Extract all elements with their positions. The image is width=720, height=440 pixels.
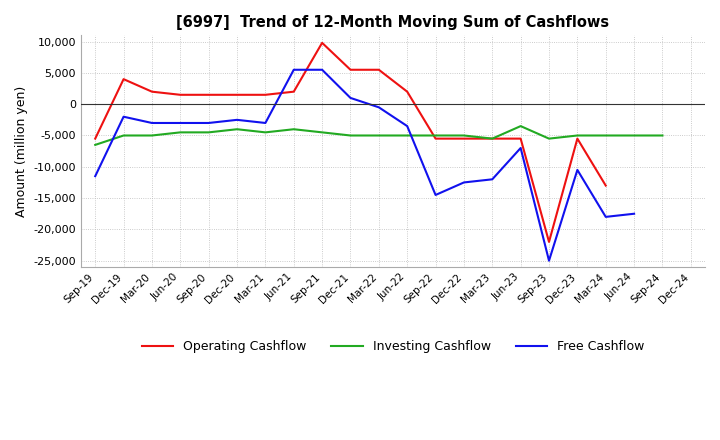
Free Cashflow bbox=[431, 192, 440, 198]
Investing Cashflow bbox=[403, 133, 412, 138]
Investing Cashflow bbox=[176, 130, 184, 135]
Operating Cashflow bbox=[318, 40, 326, 45]
Operating Cashflow bbox=[601, 183, 610, 188]
Investing Cashflow bbox=[261, 130, 270, 135]
Title: [6997]  Trend of 12-Month Moving Sum of Cashflows: [6997] Trend of 12-Month Moving Sum of C… bbox=[176, 15, 610, 30]
Investing Cashflow bbox=[488, 136, 497, 141]
Investing Cashflow bbox=[346, 133, 355, 138]
Investing Cashflow bbox=[601, 133, 610, 138]
Free Cashflow bbox=[233, 117, 241, 122]
Line: Investing Cashflow: Investing Cashflow bbox=[95, 126, 662, 145]
Free Cashflow bbox=[601, 214, 610, 220]
Investing Cashflow bbox=[91, 142, 99, 147]
Operating Cashflow bbox=[233, 92, 241, 97]
Investing Cashflow bbox=[120, 133, 128, 138]
Operating Cashflow bbox=[545, 239, 554, 245]
Investing Cashflow bbox=[148, 133, 156, 138]
Free Cashflow bbox=[204, 120, 213, 125]
Free Cashflow bbox=[261, 120, 270, 125]
Investing Cashflow bbox=[459, 133, 468, 138]
Operating Cashflow bbox=[204, 92, 213, 97]
Investing Cashflow bbox=[233, 127, 241, 132]
Operating Cashflow bbox=[488, 136, 497, 141]
Free Cashflow bbox=[488, 177, 497, 182]
Y-axis label: Amount (million yen): Amount (million yen) bbox=[15, 85, 28, 217]
Operating Cashflow bbox=[261, 92, 270, 97]
Free Cashflow bbox=[120, 114, 128, 119]
Free Cashflow bbox=[148, 120, 156, 125]
Line: Operating Cashflow: Operating Cashflow bbox=[95, 43, 606, 242]
Free Cashflow bbox=[289, 67, 298, 73]
Operating Cashflow bbox=[516, 136, 525, 141]
Investing Cashflow bbox=[516, 124, 525, 129]
Investing Cashflow bbox=[630, 133, 639, 138]
Operating Cashflow bbox=[459, 136, 468, 141]
Free Cashflow bbox=[459, 180, 468, 185]
Free Cashflow bbox=[374, 105, 383, 110]
Free Cashflow bbox=[91, 173, 99, 179]
Operating Cashflow bbox=[148, 89, 156, 94]
Investing Cashflow bbox=[374, 133, 383, 138]
Investing Cashflow bbox=[289, 127, 298, 132]
Operating Cashflow bbox=[120, 77, 128, 82]
Free Cashflow bbox=[630, 211, 639, 216]
Investing Cashflow bbox=[431, 133, 440, 138]
Operating Cashflow bbox=[176, 92, 184, 97]
Investing Cashflow bbox=[573, 133, 582, 138]
Investing Cashflow bbox=[545, 136, 554, 141]
Operating Cashflow bbox=[346, 67, 355, 73]
Operating Cashflow bbox=[374, 67, 383, 73]
Free Cashflow bbox=[346, 95, 355, 101]
Operating Cashflow bbox=[91, 136, 99, 141]
Investing Cashflow bbox=[204, 130, 213, 135]
Free Cashflow bbox=[403, 124, 412, 129]
Free Cashflow bbox=[573, 167, 582, 172]
Operating Cashflow bbox=[289, 89, 298, 94]
Investing Cashflow bbox=[318, 130, 326, 135]
Free Cashflow bbox=[318, 67, 326, 73]
Legend: Operating Cashflow, Investing Cashflow, Free Cashflow: Operating Cashflow, Investing Cashflow, … bbox=[137, 335, 649, 358]
Operating Cashflow bbox=[573, 136, 582, 141]
Free Cashflow bbox=[545, 258, 554, 263]
Operating Cashflow bbox=[431, 136, 440, 141]
Operating Cashflow bbox=[403, 89, 412, 94]
Free Cashflow bbox=[516, 145, 525, 150]
Line: Free Cashflow: Free Cashflow bbox=[95, 70, 634, 260]
Investing Cashflow bbox=[658, 133, 667, 138]
Free Cashflow bbox=[176, 120, 184, 125]
